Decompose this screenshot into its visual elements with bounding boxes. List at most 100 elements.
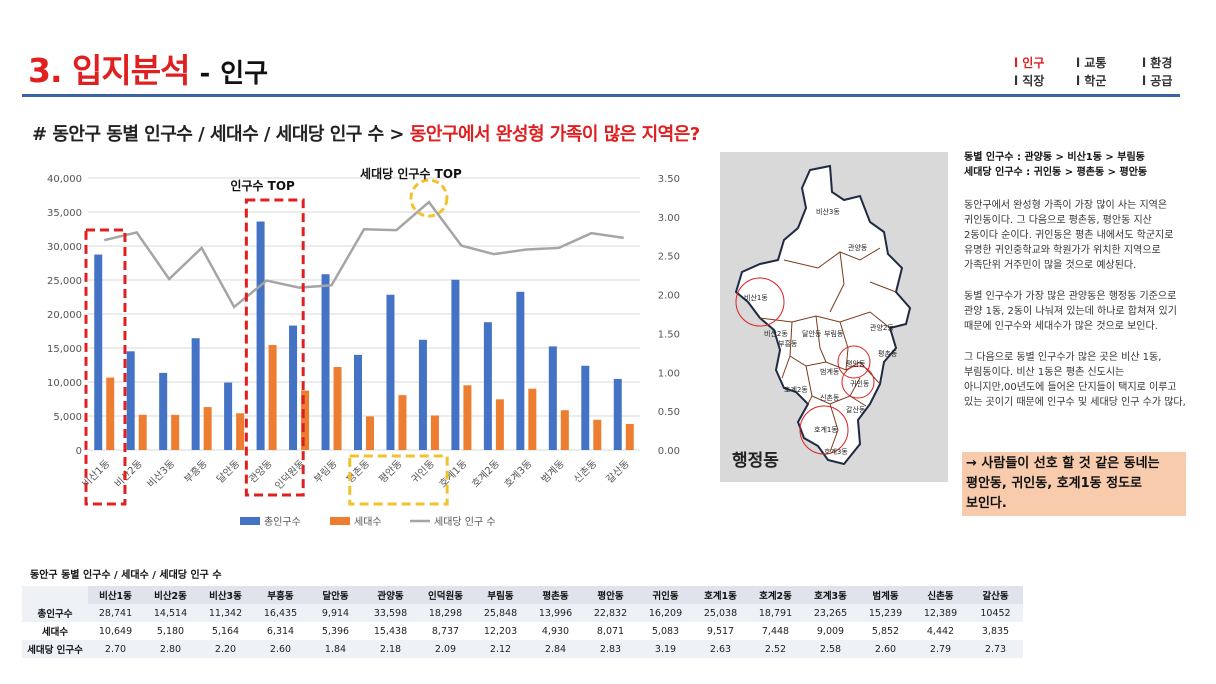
table-cell: 2.60 [858,640,913,658]
svg-text:호계2동: 호계2동 [784,385,808,394]
table-cell: 25,038 [693,604,748,622]
highlight-box-bisan1 [84,228,127,506]
bar-total-population [613,378,622,450]
bar-total-population [159,372,168,450]
svg-text:평안동: 평안동 [846,359,866,368]
bar-households [268,345,277,450]
table-cell: 2.60 [253,640,308,658]
bar-households [560,410,569,450]
svg-text:부흥동: 부흥동 [778,339,798,348]
svg-text:신촌동: 신촌동 [820,393,840,402]
bar-households [171,414,180,450]
table-cell: 4,442 [926,625,955,637]
ranking-per-household: 세대당 인구수 : 귀인동 > 평촌동 > 평안동 [964,167,1148,178]
table-column-header: 달안동 [308,586,363,604]
ranking-population: 동별 인구수 : 관양동 > 비산1동 > 부림동 [964,152,1145,163]
table-column-header: 부흥동 [253,586,308,604]
svg-text:범계동: 범계동 [820,367,840,376]
table-cell: 9,009 [816,625,845,637]
x-category-label: 부흥동 [181,457,210,486]
svg-text:호계3동: 호계3동 [824,447,848,456]
nav-item-transport[interactable]: l 교통 [1076,56,1107,70]
topic-nav: l 인구 l 교통 l 환경 l 직장 l 학군 l 공급 [1014,54,1184,89]
bar-households [495,399,504,450]
y-right-tick-label: 1.50 [658,329,680,340]
table-cell: 2.20 [198,640,253,658]
bar-total-population [256,221,265,450]
ranking-summary: 동별 인구수 : 관양동 > 비산1동 > 부림동 세대당 인구수 : 귀인동 … [964,150,1188,180]
analysis-paragraph-1: 동안구에서 완성형 가족이 가장 많이 사는 지역은 귀인동이다. 그 다음으로… [964,200,1174,271]
map-label: 행정동 [732,451,779,471]
x-category-label: 호계3동 [502,458,535,491]
y-left-tick-label: 20,000 [47,310,82,321]
table-header-row: 비산1동 비산2동 비산3동 부흥동 달안동 관양동 인덕원동 부림동 평촌동 평안동 귀인동 호계1… [22,586,1023,604]
y-left-tick-label: 25,000 [47,276,82,287]
legend-label: 총인구수 [264,516,301,528]
table-column-header: 비산3동 [198,586,253,604]
table-cell: 14,514 [143,604,198,622]
x-category-label: 비산3동 [145,458,178,491]
table-cell: 1.84 [308,640,363,658]
y-right-tick-label: 2.50 [658,252,680,263]
bar-total-population [516,291,525,450]
table-cell: 2.70 [88,640,143,658]
table-column-header: 부림동 [473,586,528,604]
y-right-tick-label: 3.50 [658,174,680,185]
nav-item-environment[interactable]: l 환경 [1142,56,1173,70]
nav-item-school[interactable]: l 학군 [1076,74,1107,88]
table-cell: 12,203 [483,625,518,637]
table-cell: 3,835 [981,625,1010,637]
highlight-box-gwanyang [244,198,305,497]
table-cell: 2.12 [473,640,528,658]
analysis-panel: 동별 인구수 : 관양동 > 비산1동 > 부림동 세대당 인구수 : 귀인동 … [964,150,1188,426]
bar-total-population [386,294,395,450]
table-title: 동안구 동별 인구수 / 세대수 / 세대당 인구 수 [30,570,222,581]
y-left-tick-label: 10,000 [47,378,82,389]
section-heading-prefix: # 동안구 동별 인구수 / 세대수 / 세대당 인구 수 > [32,124,410,145]
bar-total-population [191,338,200,450]
y-left-tick-label: 40,000 [47,174,82,185]
nav-item-workplace[interactable]: l 직장 [1014,74,1045,88]
table-cell: 16,209 [638,604,693,622]
bar-households [236,413,245,450]
bar-households [301,390,310,450]
x-category-label: 관양동 [247,458,275,486]
table-cell: 5,396 [321,625,350,637]
bar-households [106,377,115,450]
table-cell: 2.58 [803,640,858,658]
table-column-header: 인덕원동 [418,586,473,604]
table-cell: 2.73 [968,640,1023,658]
x-category-label: 달안동 [214,458,242,486]
section-question: 동안구에서 완성형 가족이 많은 지역은? [409,124,700,145]
table-column-header: 신촌동 [913,586,968,604]
x-category-label: 비산2동 [112,458,145,491]
y-right-tick-label: 3.00 [658,213,680,224]
table-column-header: 범계동 [858,586,913,604]
svg-text:평촌동: 평촌동 [878,349,898,358]
table-row: 세대수 10,649 5,180 5,164 6,314 5,396 15,438 8,737… [22,622,1023,640]
bar-total-population [289,325,298,450]
bar-total-population [321,274,330,450]
population-table: 비산1동 비산2동 비산3동 부흥동 달안동 관양동 인덕원동 부림동 평촌동 평안동 귀인동 호계1… [22,586,1023,658]
nav-item-supply[interactable]: l 공급 [1142,74,1173,88]
x-category-label: 신촌동 [571,458,599,486]
y-right-tick-label: 2.00 [658,291,680,302]
x-category-label: 호계1동 [437,458,470,491]
nav-item-population[interactable]: l 인구 [1014,56,1045,70]
table-cell: 10452 [968,604,1023,622]
svg-text:부림동: 부림동 [824,330,844,338]
district-map-outline [734,164,912,466]
svg-text:귀인동: 귀인동 [850,379,870,388]
bar-total-population [548,346,557,450]
table-cell: 28,741 [88,604,143,622]
table-row-label: 총인구수 [22,604,88,622]
district-map: 비산3동 관양동 비산1동 관양2동 비산2동 달안동 부림동 부흥동 평촌동 … [720,152,948,482]
table-cell: 25,848 [473,604,528,622]
svg-text:관양동: 관양동 [848,243,868,252]
population-chart: 0 5,000 10,000 15,000 20,000 25,000 30,000 35,0… [47,166,680,528]
bar-total-population [94,254,103,450]
analysis-paragraph-3: 그 다음으로 동별 인구수가 많은 곳은 비산 1동, 부림동이다. 비산 1동… [964,352,1186,408]
table-cell: 5,164 [211,625,240,637]
table-cell: 2.84 [528,640,583,658]
table-cell: 11,342 [198,604,253,622]
